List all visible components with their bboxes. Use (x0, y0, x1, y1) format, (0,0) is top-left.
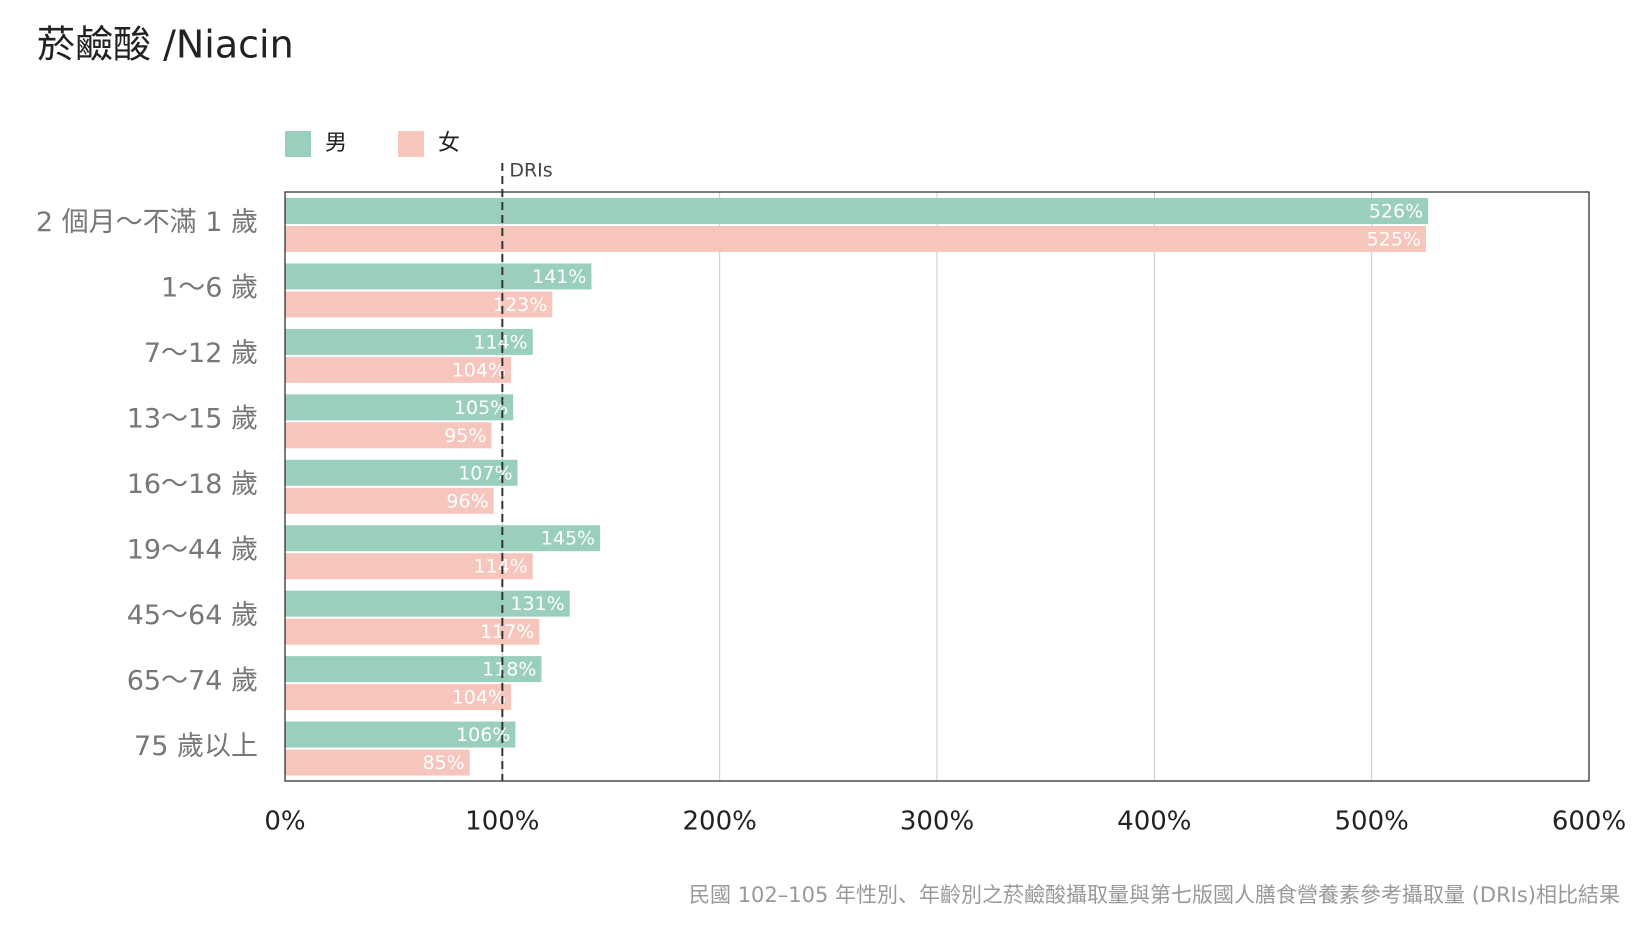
value-label: 525% (1367, 229, 1421, 251)
value-label: 145% (541, 528, 595, 550)
y-tick-label: 45～64 歲 (127, 600, 258, 631)
x-tick-label: 500% (1334, 807, 1408, 837)
value-label: 96% (446, 490, 488, 512)
legend-swatch (285, 131, 311, 157)
bar (285, 656, 542, 683)
value-label: 114% (473, 556, 527, 578)
chart-title: 菸鹼酸 /Niacin (37, 23, 294, 67)
bar (285, 618, 540, 645)
reference-label: DRIs (509, 160, 552, 182)
bar (285, 328, 533, 355)
y-tick-label: 1～6 歲 (161, 273, 258, 304)
value-label: 104% (452, 359, 506, 381)
value-label: 123% (493, 294, 547, 316)
x-tick-label: 400% (1117, 807, 1191, 837)
value-label: 114% (473, 331, 527, 353)
y-tick-label: 65～74 歲 (127, 665, 258, 696)
value-label: 118% (482, 659, 536, 681)
bar (285, 198, 1429, 224)
bar (285, 226, 1426, 252)
value-label: 117% (480, 621, 534, 643)
legend-swatch (398, 131, 424, 157)
y-tick-label: 2 個月～不滿 1 歲 (36, 207, 258, 238)
value-label: 131% (510, 593, 564, 615)
plot-frame (284, 191, 1590, 782)
legend-label: 女 (438, 131, 460, 156)
bar (285, 553, 533, 580)
value-label: 105% (454, 397, 508, 419)
value-label: 95% (444, 425, 486, 447)
bar (285, 684, 512, 711)
y-tick-label: 19～44 歲 (127, 534, 258, 565)
y-tick-label: 7～12 歲 (144, 338, 258, 369)
bar (285, 525, 601, 552)
value-label: 104% (452, 687, 506, 709)
value-label: 85% (422, 752, 464, 774)
x-tick-label: 0% (264, 807, 305, 837)
y-tick-label: 13～15 歲 (127, 404, 258, 435)
bar (285, 749, 470, 776)
bar (285, 394, 514, 421)
bar (285, 721, 516, 748)
x-tick-label: 100% (465, 807, 539, 837)
x-tick-label: 300% (900, 807, 974, 837)
legend-label: 男 (325, 131, 347, 156)
y-tick-label: 75 歲以上 (134, 731, 258, 762)
bar (285, 459, 518, 486)
x-tick-label: 600% (1552, 807, 1626, 837)
chart-note: 民國 102–105 年性別、年齡別之菸鹼酸攝取量與第七版國人膳食營養素參考攝取… (689, 883, 1620, 907)
x-tick-label: 200% (682, 807, 756, 837)
bar (285, 263, 592, 290)
value-label: 106% (456, 724, 510, 746)
bar (285, 356, 512, 383)
bar (285, 422, 492, 449)
bar (285, 590, 570, 617)
bar (285, 291, 553, 318)
value-label: 107% (458, 462, 512, 484)
y-tick-label: 16～18 歲 (127, 469, 258, 500)
value-label: 526% (1369, 201, 1423, 223)
value-label: 141% (532, 266, 586, 288)
bar (285, 487, 494, 514)
